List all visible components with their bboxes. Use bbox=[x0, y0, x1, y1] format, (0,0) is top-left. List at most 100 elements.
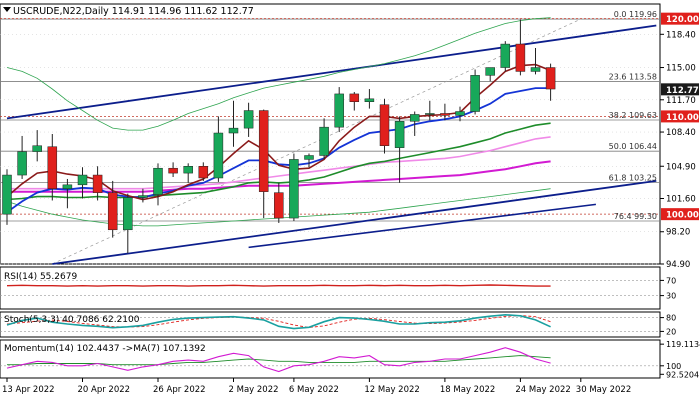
candle-body bbox=[334, 93, 344, 128]
candle-body bbox=[17, 151, 27, 176]
x-tick-label: 12 May 2022 bbox=[364, 385, 419, 395]
rsi-plot-area bbox=[0, 266, 661, 310]
candle-body bbox=[258, 110, 269, 192]
candle-body bbox=[364, 98, 375, 102]
stoch-tick-label: 20 bbox=[666, 327, 676, 336]
candles bbox=[2, 19, 556, 254]
price-tag-box bbox=[661, 83, 699, 96]
candle-body bbox=[213, 132, 224, 179]
y-tick-label: 115.00 bbox=[666, 64, 696, 74]
y-tick-label: 118.40 bbox=[666, 30, 696, 40]
candle-body bbox=[168, 167, 178, 174]
momentum-title: Momentum(14) 102.4437 ->MA(7) 107.1392 bbox=[4, 344, 206, 354]
x-tick-label: 2 May 2022 bbox=[229, 385, 279, 395]
fib-label: 0.0 119.96 bbox=[614, 10, 657, 19]
candle-body bbox=[92, 174, 103, 193]
candle-body bbox=[228, 127, 239, 134]
y-tick-label: 111.70 bbox=[666, 96, 696, 106]
rsi-tick-label: 30 bbox=[666, 292, 676, 301]
fib-label: 38.2 109.63 bbox=[609, 111, 657, 120]
candle-body bbox=[289, 159, 299, 219]
stoch-title: Stoch(5,3,3) 40.7086 62.2100 bbox=[4, 315, 140, 325]
momentum-tick-label: 100 bbox=[666, 362, 681, 371]
channel-lower-line bbox=[52, 180, 657, 265]
rsi-line bbox=[6, 284, 551, 287]
candle-body bbox=[379, 104, 390, 146]
candle-body bbox=[153, 167, 163, 195]
candle-body bbox=[47, 146, 58, 189]
rsi-pane: 70 30 RSI(14) 55.2679 bbox=[0, 266, 676, 310]
main-pane: 0.0 119.96 23.6 113.58 38.2 109.63 50.0 106… bbox=[0, 3, 699, 270]
fib-label: 61.8 103.25 bbox=[609, 173, 657, 182]
bollinger-upper-line bbox=[6, 17, 551, 131]
stoch-signal-line bbox=[6, 315, 551, 328]
x-tick-label: 6 May 2022 bbox=[289, 385, 339, 395]
fibonacci-labels: 0.0 119.96 23.6 113.58 38.2 109.63 50.0 106… bbox=[609, 10, 657, 221]
candle-body bbox=[470, 75, 480, 112]
price-tags: 120.00 112.77 110.00 100.00 bbox=[661, 12, 699, 221]
x-tick-label: 24 May 2022 bbox=[515, 385, 570, 395]
price-tag-box bbox=[661, 208, 699, 221]
candle-body bbox=[274, 192, 284, 219]
channel-upper-line bbox=[6, 24, 657, 120]
candle-body bbox=[183, 166, 193, 174]
candle-body bbox=[2, 174, 12, 215]
triangle-down-icon bbox=[3, 7, 11, 12]
candle-body bbox=[394, 121, 405, 148]
x-tick-label: 30 May 2022 bbox=[576, 385, 631, 395]
candle-body bbox=[243, 110, 254, 129]
momentum-line bbox=[6, 347, 551, 373]
candle-body bbox=[515, 43, 526, 72]
y-tick-label: 104.90 bbox=[666, 162, 696, 172]
x-axis: 13 Apr 2022 20 Apr 2022 26 Apr 2022 2 May 2… bbox=[2, 378, 631, 395]
candle-body bbox=[409, 114, 420, 122]
channel-inner-line bbox=[248, 203, 596, 249]
candle-body bbox=[500, 43, 511, 68]
momentum-tick-label: 119.1134 bbox=[666, 340, 700, 349]
candle-body bbox=[32, 145, 42, 152]
x-tick-label: 26 Apr 2022 bbox=[153, 385, 206, 395]
fib-label: 76.4 99.30 bbox=[614, 212, 657, 221]
candle-body bbox=[349, 93, 360, 102]
fib-label: 50.0 106.44 bbox=[609, 142, 657, 151]
candle-body bbox=[77, 174, 88, 186]
candle-body bbox=[319, 126, 329, 156]
trend-channels bbox=[6, 24, 657, 265]
candle-body bbox=[304, 155, 314, 160]
x-tick-label: 18 May 2022 bbox=[440, 385, 495, 395]
y-tick-label: 108.40 bbox=[666, 128, 696, 138]
x-tick-label: 13 Apr 2022 bbox=[2, 385, 55, 395]
main-title-text: USCRUDE,N22,Daily 114.91 114.96 111.62 1… bbox=[13, 6, 254, 17]
candle-body bbox=[425, 113, 435, 115]
rsi-body: 70 30 bbox=[0, 276, 676, 301]
rsi-title: RSI(14) 55.2679 bbox=[4, 272, 77, 282]
stoch-main-line bbox=[6, 313, 551, 330]
candle-body bbox=[545, 67, 556, 90]
price-tag-label: 100.00 bbox=[666, 211, 699, 221]
candle-body bbox=[530, 67, 541, 72]
price-tag-label: 120.00 bbox=[666, 15, 699, 25]
candle-body bbox=[198, 166, 209, 179]
candle-body bbox=[440, 113, 450, 116]
candle-body bbox=[455, 111, 465, 116]
x-tick-label: 20 Apr 2022 bbox=[78, 385, 131, 395]
price-tag-box bbox=[661, 110, 699, 123]
stoch-tick-label: 80 bbox=[666, 314, 676, 323]
candle-body bbox=[123, 197, 133, 231]
candle-body bbox=[107, 192, 118, 231]
y-tick-label: 94.90 bbox=[666, 260, 690, 270]
price-tag-box bbox=[661, 12, 699, 25]
candle-body bbox=[485, 67, 495, 76]
price-tag-label: 110.00 bbox=[666, 113, 699, 123]
y-tick-label: 98.20 bbox=[666, 228, 690, 238]
candle-body bbox=[62, 184, 73, 189]
y-tick-label: 101.60 bbox=[666, 195, 696, 205]
fib-trend-line bbox=[52, 18, 581, 265]
rsi-tick-label: 70 bbox=[666, 276, 676, 285]
main-y-axis: 118.40 115.00 111.70 108.40 104.90 101.60 98.2… bbox=[660, 30, 696, 270]
